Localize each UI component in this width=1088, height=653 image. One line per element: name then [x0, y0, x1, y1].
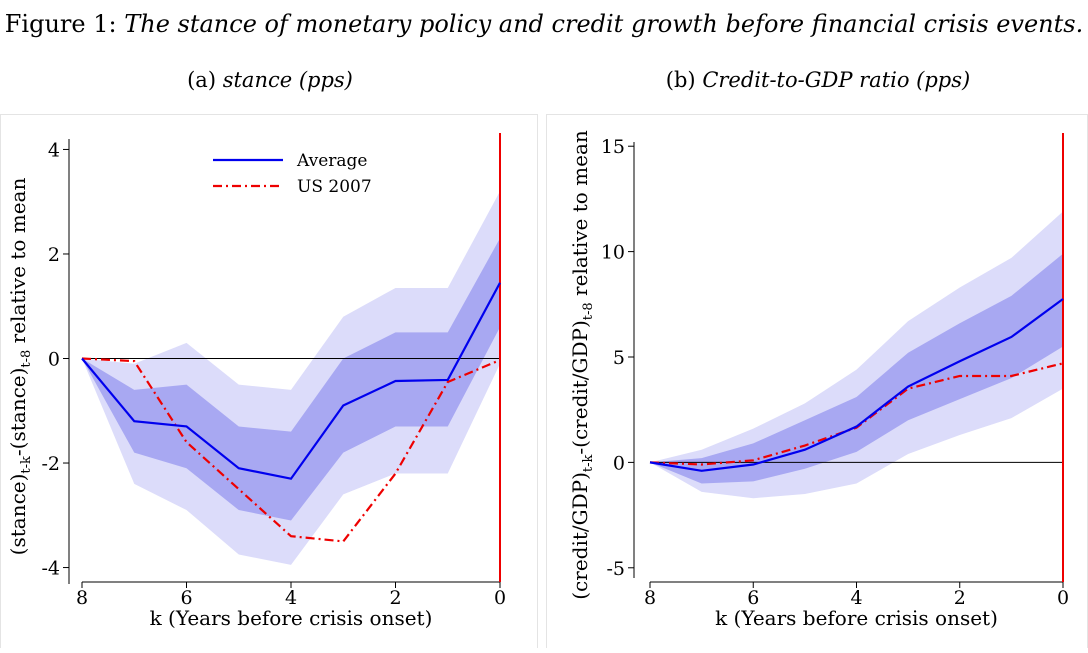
- chart-a-svg: 4 2 0 -2 -4 8 6 4 2 0 k (Years before crisis onset…: [6, 133, 506, 630]
- panel-b-title-text: Credit-to-GDP ratio (pps): [702, 68, 971, 92]
- chart-a-band-inner: [82, 238, 500, 521]
- chart-b-ytick-label: -5: [606, 558, 625, 580]
- chart-b-ytick-label: 0: [613, 452, 625, 474]
- chart-a-ylabel-part: t-k: [19, 456, 34, 474]
- chart-b-ylabel-part: relative to mean: [568, 130, 592, 302]
- chart-a-band-outer: [82, 191, 500, 565]
- chart-a-ylabel-part: (stance): [6, 474, 30, 556]
- chart-a-ylabel-part: relative to mean: [6, 178, 30, 350]
- chart-a-series-us2007: [81, 357, 501, 543]
- chart-b-xtick-label: 8: [644, 587, 656, 609]
- chart-b-band-outer: [650, 211, 1063, 499]
- chart-b-xtick-label: 0: [1057, 587, 1069, 609]
- chart-a-xtick-label: 6: [180, 587, 192, 609]
- panel-a: 4 2 0 -2 -4 8 6 4 2 0 k (Years before crisis onset…: [0, 114, 538, 648]
- panel-a-label: (a): [187, 68, 217, 92]
- chart-b-ytick-label: 15: [601, 136, 625, 158]
- chart-a-xtick-label: 8: [76, 587, 88, 609]
- figure-caption: The stance of monetary policy and credit…: [124, 10, 1084, 38]
- chart-a-ylabel-part: t-8: [19, 350, 34, 368]
- panel-b: 15 10 5 0 -5 8 6 4 2 0 k (Years before crisis onse…: [546, 114, 1088, 648]
- chart-a-legend-label-us2007: US 2007: [297, 177, 372, 197]
- chart-b-xtick-label: 6: [747, 587, 759, 609]
- chart-b-ylabel-part: t-8: [581, 302, 596, 320]
- chart-a-ytick-label: 2: [48, 244, 60, 266]
- chart-a-legend-label-average: Average: [296, 151, 367, 171]
- chart-a-ytick-label: -4: [41, 558, 60, 580]
- chart-b-series-average: [649, 298, 1064, 472]
- figure-label: Figure 1:: [4, 10, 117, 38]
- chart-a-xtick-label: 0: [494, 587, 506, 609]
- panel-a-title-text: stance (pps): [222, 68, 353, 92]
- chart-b-ylabel-part: (credit/GDP): [568, 472, 592, 600]
- chart-a-series-average: [81, 282, 501, 480]
- chart-a-ytick-label: 0: [48, 349, 60, 371]
- panel-a-title: (a) stance (pps): [0, 68, 540, 92]
- chart-a-ytick-label: -2: [41, 453, 60, 475]
- chart-a-xtick-label: 2: [389, 587, 401, 609]
- chart-b-band-inner: [650, 253, 1063, 484]
- chart-b-xlabel: k (Years before crisis onset): [715, 606, 998, 630]
- chart-b-svg: 15 10 5 0 -5 8 6 4 2 0 k (Years before crisis onse…: [568, 130, 1069, 630]
- chart-b-ylabel-part: -(credit/GDP): [568, 320, 592, 454]
- figure-title: Figure 1: The stance of monetary policy …: [0, 10, 1088, 38]
- chart-b-xtick-label: 2: [954, 587, 966, 609]
- chart-a-ytick-label: 4: [48, 139, 60, 161]
- chart-a-ylabel-part: -(stance): [6, 368, 30, 457]
- chart-b-ylabel: (credit/GDP)t-k-(credit/GDP)t-8 relative…: [568, 130, 596, 600]
- chart-a-xtick-label: 4: [285, 587, 297, 609]
- chart-b-ytick-label: 5: [613, 347, 625, 369]
- panel-b-title: (b) Credit-to-GDP ratio (pps): [548, 68, 1088, 92]
- chart-a-xlabel: k (Years before crisis onset): [150, 606, 433, 630]
- chart-a-ylabel: (stance)t-k-(stance)t-8 relative to mean: [6, 178, 34, 556]
- chart-b-xtick-label: 4: [850, 587, 862, 609]
- chart-b-ylabel-part: t-k: [581, 454, 596, 472]
- panel-b-label: (b): [665, 68, 696, 92]
- chart-b-ytick-label: 10: [601, 242, 625, 264]
